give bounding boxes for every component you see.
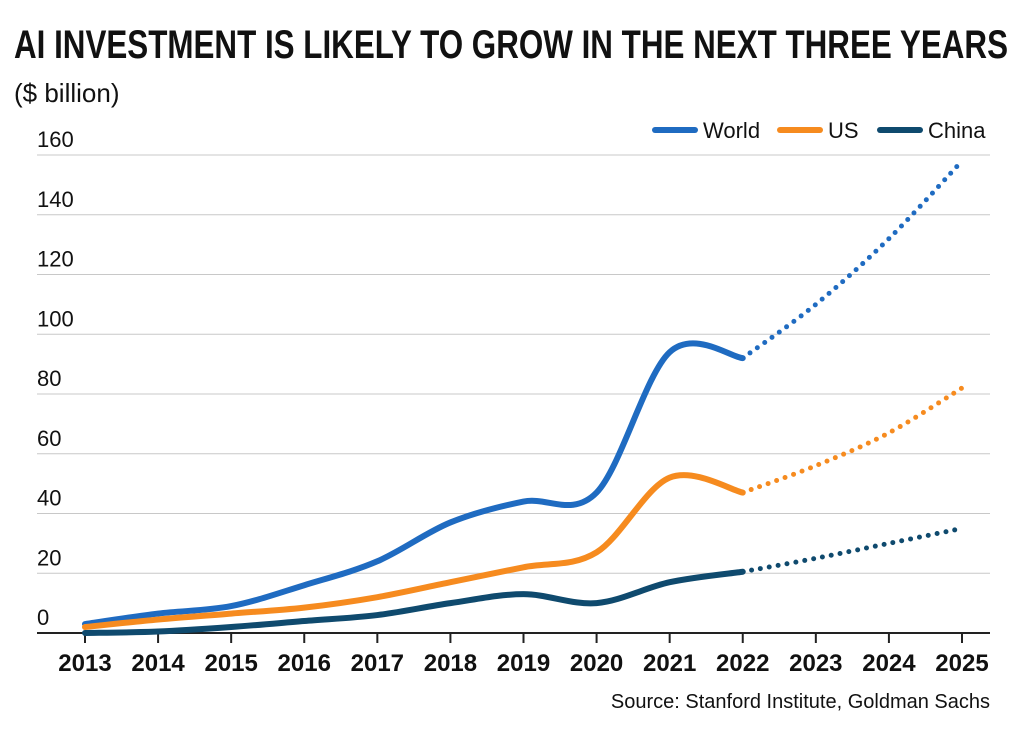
series-projection bbox=[740, 158, 965, 361]
x-tick-label: 2014 bbox=[131, 650, 185, 677]
y-tick-label: 80 bbox=[37, 366, 61, 391]
y-tick-label: 60 bbox=[37, 426, 61, 451]
y-tick-label: 160 bbox=[37, 127, 74, 152]
x-tick-label: 2024 bbox=[862, 650, 916, 677]
chart-subtitle: ($ billion) bbox=[14, 78, 120, 108]
legend-label: US bbox=[828, 118, 859, 143]
x-tick-label: 2018 bbox=[424, 650, 477, 677]
source-note: Source: Stanford Institute, Goldman Sach… bbox=[611, 691, 990, 713]
series-projection bbox=[740, 385, 965, 496]
y-tick-label: 140 bbox=[37, 187, 74, 212]
series-projection bbox=[740, 525, 965, 575]
series-line bbox=[82, 340, 746, 628]
y-tick-label: 40 bbox=[37, 486, 61, 511]
y-tick-label: 100 bbox=[37, 306, 74, 331]
y-tick-label: 120 bbox=[37, 247, 74, 272]
chart-title: AI INVESTMENT IS LIKELY TO GROW IN THE N… bbox=[14, 23, 1008, 67]
x-tick-label: 2016 bbox=[278, 650, 331, 677]
y-tick-label: 0 bbox=[37, 605, 49, 630]
x-tick-label: 2015 bbox=[204, 650, 257, 677]
series-line bbox=[82, 568, 746, 636]
x-tick-label: 2023 bbox=[789, 650, 842, 677]
x-tick-label: 2025 bbox=[935, 650, 988, 677]
legend-label: World bbox=[703, 118, 760, 143]
x-tick-label: 2020 bbox=[570, 650, 623, 677]
x-tick-label: 2017 bbox=[351, 650, 404, 677]
x-tick-label: 2021 bbox=[643, 650, 696, 677]
series-line bbox=[82, 472, 746, 631]
x-tick-label: 2019 bbox=[497, 650, 550, 677]
legend-label: China bbox=[928, 118, 986, 143]
x-tick-label: 2022 bbox=[716, 650, 769, 677]
y-tick-label: 20 bbox=[37, 545, 61, 570]
x-tick-label: 2013 bbox=[58, 650, 111, 677]
